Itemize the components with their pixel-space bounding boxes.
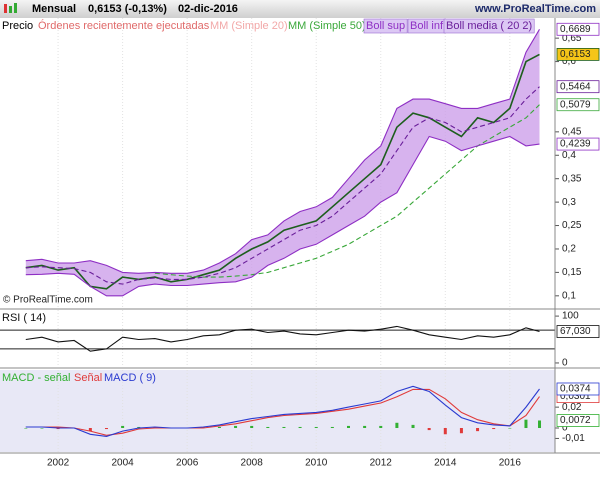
x-tick-label: 2012 [370,458,393,469]
histogram-bar [459,428,463,434]
legend-entry: MACD ( 9) [104,372,156,384]
y-tick-label: 0,3 [562,197,576,208]
header-bar [0,0,600,18]
histogram-bar [363,425,367,429]
histogram-bar [298,426,302,429]
last-value-label: 0,6689 [560,24,591,35]
y-tick-label: 0,02 [562,402,582,413]
histogram-bar [395,422,399,429]
legend-entry: Señal [74,372,102,384]
histogram-bar [443,428,447,435]
last-value-box [556,98,600,112]
last-value-label: 0,4239 [560,139,591,150]
last-value-label: 67,030 [560,326,591,337]
site: www.ProRealTime.com [474,3,596,15]
macd-panel [0,370,555,452]
last-value-box [556,137,600,151]
last-value-label: 0,0374 [560,384,591,395]
histogram-bar [427,428,431,431]
y-tick-label: 0,1 [562,290,576,301]
histogram-bar [88,428,92,432]
x-tick-label: 2004 [111,458,134,469]
legend-entry: Órdenes recientemente ejecutadas [38,19,210,32]
histogram-bar [538,420,542,429]
y-tick-label: 0,65 [562,33,582,44]
last-value-box [556,48,600,61]
legend-entry: MM (Simple 20) [210,20,288,32]
legend-entry: MM (Simple 50) [288,20,366,32]
y-tick-label: 0,25 [562,220,582,231]
last-value-label: 0,0301 [560,391,591,402]
last-value-box [556,325,600,338]
y-tick-label: 0,6 [562,56,576,67]
series-line [25,325,540,352]
histogram-bar [266,426,270,429]
histogram-bar [234,425,238,429]
series-line [25,135,540,297]
last-value-box [556,22,600,36]
legend-bg [363,18,408,34]
histogram-bar [330,426,334,429]
last-value-box [556,414,600,427]
histogram-bar [524,419,528,429]
x-tick-label: 2008 [241,458,264,469]
y-tick-label: 0,4 [562,150,576,161]
legend-entry: MACD - señal [2,372,70,384]
x-tick-label: 2010 [305,458,328,469]
x-tick-label: 2002 [47,458,70,469]
last-value-label: 0,0072 [560,415,591,426]
histogram-bar [379,425,383,429]
copyright: © ProRealTime.com [3,295,93,306]
x-tick-label: 2014 [434,458,457,469]
legend-entry: Boll inf [410,20,444,32]
histogram-bar [346,425,350,429]
legend-entry: Boll media ( 20 2) [446,20,532,32]
x-tick-label: 2006 [176,458,199,469]
y-tick-label: 0,45 [562,126,582,137]
series-line [25,53,540,290]
legend-entry: Boll sup [366,20,405,32]
histogram-bar [476,428,480,432]
histogram-bar [508,428,512,429]
legend-entry: Precio [2,20,33,32]
histogram-bar [411,424,415,429]
icon [9,6,12,13]
series-line [25,86,540,285]
y-tick-label: 0,2 [562,244,576,255]
y-tick-label: 0 [562,423,568,434]
last-value-box [556,80,600,94]
plots: 2002 2004 2006 2008 2010 2012 2014 2016 0,1 0,15 0… [0,18,600,469]
date: 02-dic-2016 [178,3,238,15]
last-value-label: 0,5079 [560,99,591,110]
legend-entry: RSI ( 14) [2,312,46,324]
y-tick-label: -0,01 [562,433,585,444]
last-value-box [556,382,600,396]
icon [4,4,7,13]
histogram-bar [282,426,286,429]
y-tick-label: 0,35 [562,173,582,184]
histogram-bar [250,425,254,429]
y-tick-label: 0,15 [562,267,582,278]
last-value-label: 0,6153 [560,49,591,60]
period: Mensual [32,3,76,15]
series-line [25,29,540,274]
histogram-bar [40,428,44,429]
histogram-bar [24,428,28,429]
quote: 0,6153 (-0,13%) [88,3,167,15]
histogram-bar [104,428,108,430]
legend-bg [443,18,535,34]
x-tick-label: 2016 [499,458,522,469]
last-value-label: 0,5464 [560,81,591,92]
histogram-bar [217,426,221,429]
histogram-bar [492,428,496,430]
histogram-bar [314,426,318,429]
y-tick-label: 0 [562,358,568,369]
y-tick-label: 100 [562,311,579,322]
icon [14,3,17,13]
series-line [25,385,540,437]
histogram-bar [121,425,125,429]
